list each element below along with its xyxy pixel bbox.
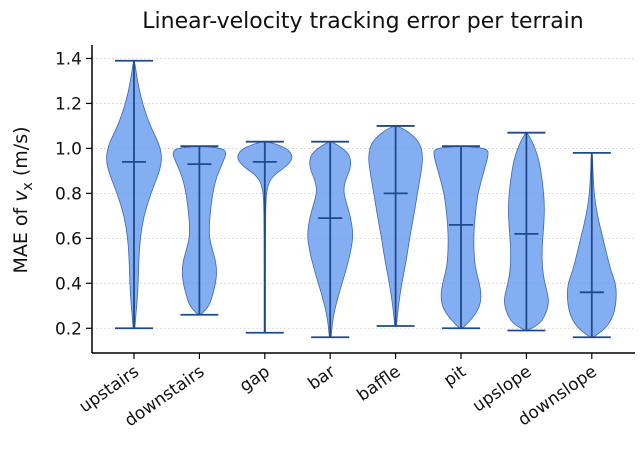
violin-downstairs xyxy=(172,145,227,316)
y-tick-label: 0.6 xyxy=(55,229,82,249)
violin-upstairs xyxy=(106,59,162,330)
x-tick-label: baffle xyxy=(354,362,405,406)
x-tick-label: pit xyxy=(440,362,470,391)
y-tick-label: 1.0 xyxy=(55,139,82,159)
y-axis-label-suffix: (m/s) xyxy=(10,126,32,182)
axes xyxy=(91,45,635,354)
violins xyxy=(106,59,617,339)
violin-downslope xyxy=(567,152,617,339)
violin-pit xyxy=(433,145,489,330)
grid xyxy=(92,58,635,329)
violin-gap xyxy=(237,140,293,334)
chart-title: Linear-velocity tracking error per terra… xyxy=(142,9,583,34)
y-axis-label: MAE of vx (m/s) xyxy=(10,126,36,273)
violin-bar xyxy=(307,140,354,339)
y-ticks: 0.2 0.4 0.6 0.8 1.0 1.2 1.4 xyxy=(55,49,92,339)
y-axis-label-sub: x xyxy=(20,182,36,190)
x-tick-label: gap xyxy=(236,362,274,397)
y-tick-label: 1.2 xyxy=(55,94,82,114)
violin-baffle xyxy=(368,125,423,327)
y-tick-label: 0.4 xyxy=(55,274,82,294)
y-axis-label-var: v xyxy=(10,190,32,202)
y-axis-label-prefix: MAE of xyxy=(10,202,32,274)
y-tick-label: 1.4 xyxy=(55,49,82,69)
x-tick-label: bar xyxy=(304,362,339,395)
violin-upslope xyxy=(504,131,549,332)
y-tick-label: 0.8 xyxy=(55,184,82,204)
y-tick-label: 0.2 xyxy=(55,319,82,339)
